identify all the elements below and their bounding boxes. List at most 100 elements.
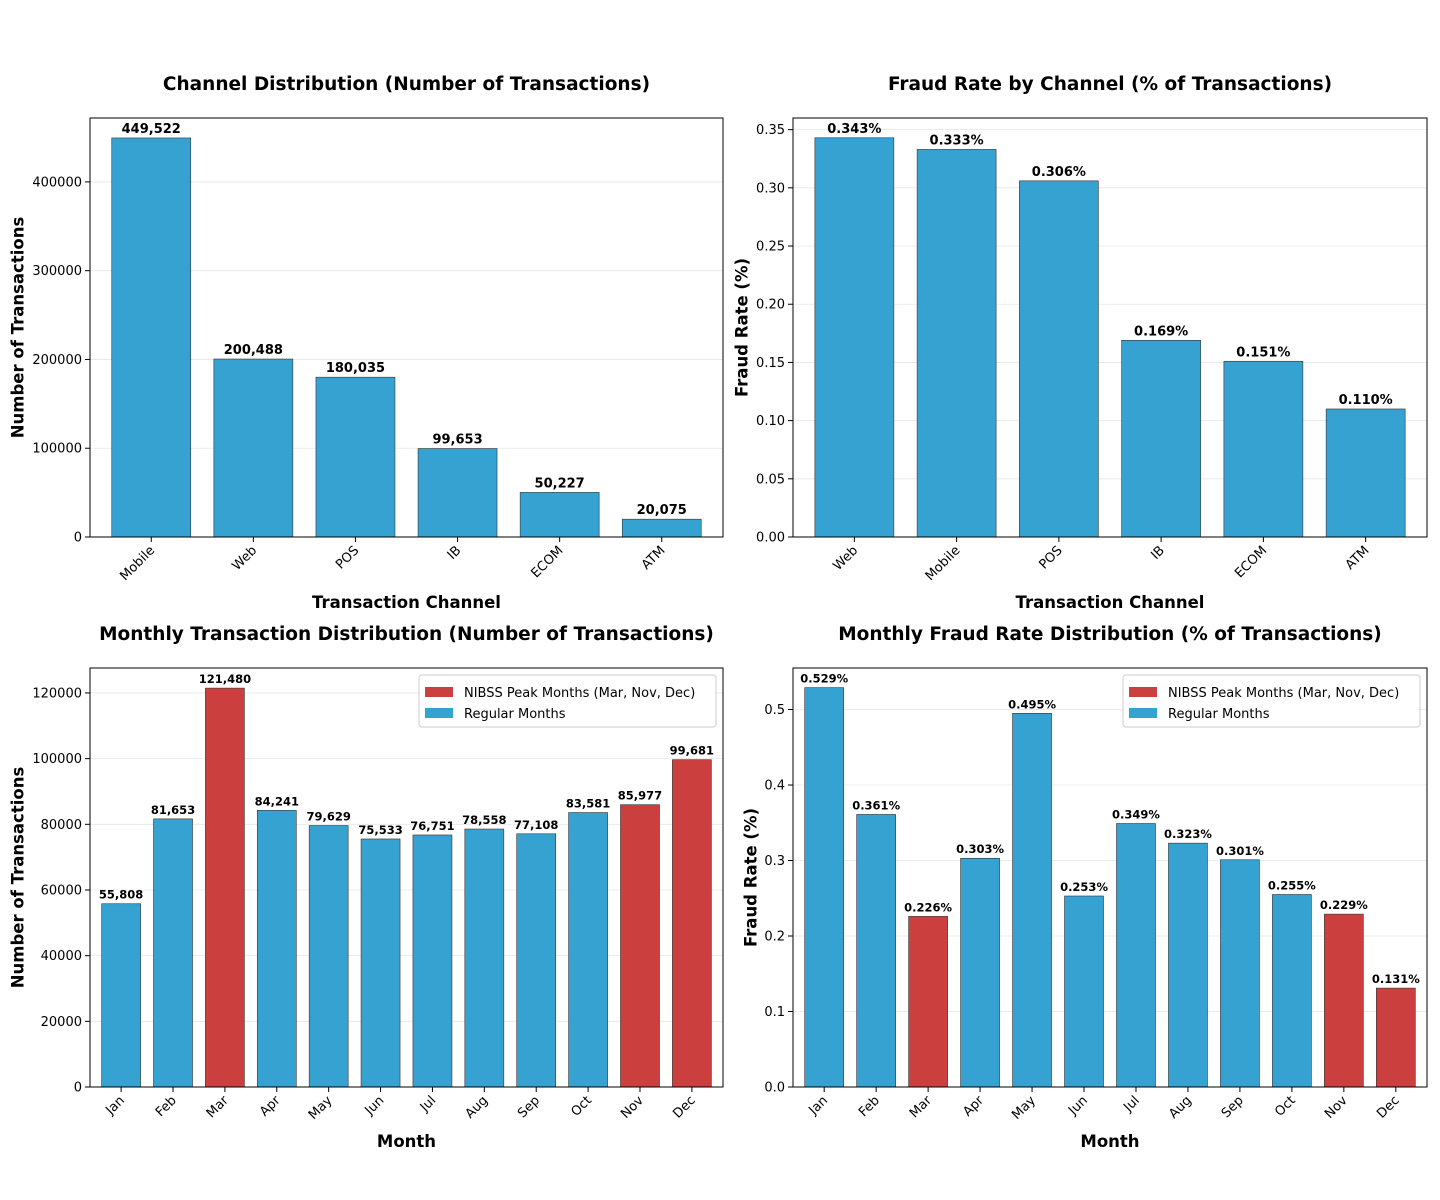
chart-channel-count: 449,522 200,488 180,035 99,653 50,227 20,075 0…: [9, 74, 724, 612]
y-tick-label: 0.30: [756, 181, 785, 196]
bar-value-label: 77,108: [514, 818, 558, 832]
bar-oct: [1272, 894, 1312, 1088]
bar-value-label: 0.229%: [1320, 898, 1368, 912]
bar-nov: [620, 804, 660, 1088]
x-tick-label: Oct: [568, 1093, 595, 1120]
bar-value-label: 0.333%: [930, 133, 984, 148]
x-tick-label: Apr: [257, 1093, 284, 1120]
y-tick-label: 0.1: [764, 1005, 785, 1020]
x-tick-label: ATM: [1343, 543, 1373, 573]
x-tick-label: Feb: [153, 1093, 180, 1120]
y-tick-label: 60000: [41, 883, 82, 898]
bar-sep: [516, 833, 557, 1088]
bar-aug: [464, 828, 505, 1088]
legend-box: [1122, 674, 1421, 728]
bar-jan: [804, 687, 844, 1088]
bar-value-label: 0.110%: [1339, 393, 1393, 408]
x-tick-label: Jan: [102, 1093, 127, 1118]
y-tick-label: 20000: [41, 1015, 82, 1030]
y-axis-label: Fraud Rate (%): [733, 258, 752, 397]
bar-jul: [1116, 823, 1156, 1088]
bar-value-label: 99,653: [432, 433, 482, 448]
bar-web: [213, 358, 294, 538]
bar-mar: [908, 916, 948, 1088]
bar-value-label: 121,480: [199, 672, 251, 686]
bar-value-label: 79,629: [306, 810, 350, 824]
x-tick-label: Feb: [856, 1093, 883, 1120]
x-tick-label: Aug: [463, 1093, 492, 1122]
bar-may: [1012, 712, 1052, 1088]
x-tick-label: ECOM: [528, 543, 566, 581]
y-tick-label: 0.2: [764, 930, 785, 945]
x-tick-label: Aug: [1166, 1093, 1195, 1122]
bar-value-label: 0.253%: [1060, 880, 1108, 894]
bar-value-label: 20,075: [637, 503, 687, 518]
x-tick-label: IB: [445, 543, 465, 563]
y-tick-label: 0.4: [764, 779, 785, 794]
bar-ecom: [519, 492, 600, 538]
bar-apr: [960, 857, 1000, 1088]
plot-frame: [792, 667, 1428, 1088]
y-axis-label: Number of Transactions: [9, 217, 28, 439]
bar-may: [308, 825, 349, 1088]
bar-ib: [417, 448, 498, 538]
bar-mar: [205, 687, 245, 1088]
x-tick-label: Web: [230, 543, 261, 574]
y-tick-label: 0.05: [756, 472, 785, 487]
bar-value-label: 84,241: [255, 794, 299, 808]
chart-title: Monthly Transaction Distribution (Number…: [99, 624, 714, 645]
bar-value-label: 99,681: [670, 744, 714, 758]
legend-swatch: [1129, 708, 1157, 718]
bar-value-label: 0.226%: [904, 900, 952, 914]
x-tick-label: Apr: [960, 1093, 987, 1120]
y-tick-label: 0: [74, 1081, 82, 1096]
x-tick-label: Sep: [1219, 1093, 1247, 1121]
bar-pos: [1019, 180, 1099, 538]
legend-swatch: [425, 687, 453, 697]
legend: NIBSS Peak Months (Mar, Nov, Dec) Regular…: [1122, 674, 1421, 728]
x-tick-label: Jun: [362, 1093, 388, 1119]
bar-oct: [568, 812, 608, 1088]
x-tick-label: ATM: [639, 543, 669, 573]
bar-apr: [256, 810, 297, 1088]
bar-value-label: 0.303%: [956, 842, 1004, 856]
x-axis-label: Transaction Channel: [1016, 593, 1205, 612]
y-tick-label: 120000: [32, 686, 82, 701]
bar-value-label: 55,808: [99, 888, 143, 902]
bar-mobile: [111, 137, 192, 538]
legend-swatch: [1129, 687, 1157, 697]
bar-sep: [1220, 859, 1260, 1088]
bar-pos: [315, 376, 396, 538]
y-tick-label: 0.00: [756, 531, 785, 546]
bar-atm: [1325, 408, 1406, 538]
y-tick-label: 0: [74, 531, 82, 546]
x-axis-label: Month: [377, 1132, 436, 1151]
legend: NIBSS Peak Months (Mar, Nov, Dec) Regular…: [418, 674, 717, 728]
bar-ib: [1121, 340, 1201, 538]
bar-value-label: 0.349%: [1112, 808, 1160, 822]
bar-value-label: 200,488: [224, 343, 283, 358]
chart-channel-fraud: 0.343% 0.333% 0.306% 0.169% 0.151% 0.110% 0.00…: [733, 74, 1428, 612]
bar-value-label: 0.306%: [1032, 165, 1086, 180]
plot-frame: [89, 667, 724, 1088]
bar-value-label: 0.131%: [1372, 972, 1420, 986]
chart-monthly-fraud: 0.529% 0.361% 0.226% 0.303% 0.495% 0.253% 0.34…: [742, 624, 1428, 1151]
bar-value-label: 0.323%: [1164, 827, 1212, 841]
chart-title: Channel Distribution (Number of Transact…: [163, 74, 650, 95]
bar-value-label: 0.301%: [1216, 844, 1264, 858]
bar-value-label: 180,035: [326, 361, 385, 376]
y-tick-label: 400000: [32, 175, 82, 190]
x-tick-label: Web: [831, 543, 862, 574]
y-tick-label: 0.3: [764, 854, 785, 869]
bar-jun: [1064, 895, 1104, 1088]
bar-value-label: 0.495%: [1008, 697, 1056, 711]
x-tick-label: May: [306, 1093, 336, 1123]
bar-atm: [621, 518, 702, 538]
x-tick-label: Dec: [670, 1093, 698, 1121]
bar-value-label: 0.361%: [852, 798, 900, 812]
bar-value-label: 78,558: [462, 813, 506, 827]
y-tick-label: 0.35: [756, 123, 785, 138]
bar-value-label: 85,977: [618, 789, 662, 803]
x-tick-label: IB: [1148, 543, 1168, 563]
bar-aug: [1168, 842, 1208, 1088]
